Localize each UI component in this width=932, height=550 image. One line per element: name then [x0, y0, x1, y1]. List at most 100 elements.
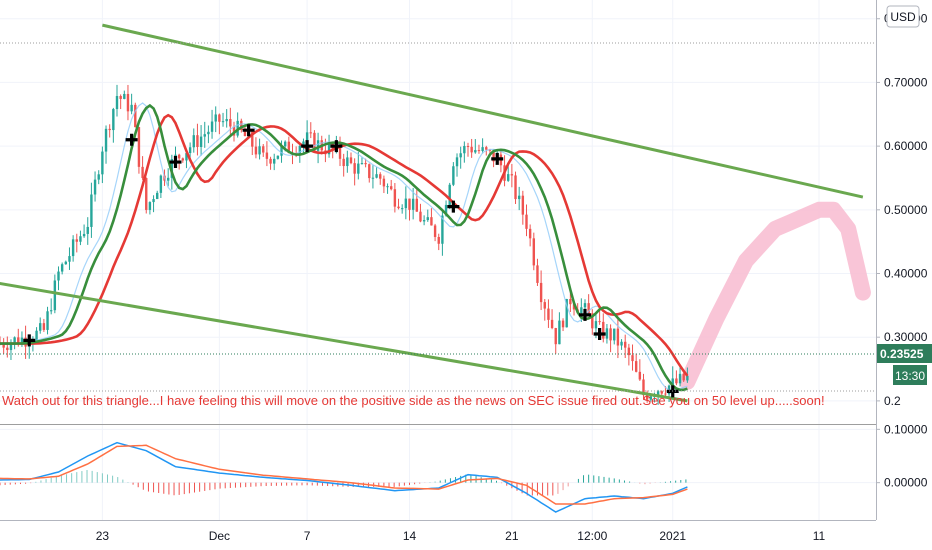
candle-up: [400, 208, 404, 210]
candle-down: [550, 319, 554, 329]
candle-down: [262, 146, 265, 153]
candle-up: [60, 264, 64, 272]
candle-down: [488, 149, 492, 151]
candle-down: [591, 313, 594, 329]
candle-down: [642, 379, 645, 396]
candle-up: [346, 157, 349, 167]
candle-down: [6, 347, 9, 351]
candle-up: [276, 155, 280, 159]
candle-down: [437, 236, 440, 244]
macd-pane[interactable]: [0, 441, 688, 513]
candle-up: [53, 280, 57, 311]
last-price-tag: [877, 344, 932, 363]
candle-down: [137, 127, 141, 167]
candle-up: [112, 109, 115, 131]
candle-down: [536, 265, 539, 283]
price-pane[interactable]: Watch out for this triangle...I have fee…: [0, 23, 876, 408]
candle-down: [2, 343, 5, 348]
candle-up: [656, 391, 660, 397]
candle-up: [441, 215, 444, 244]
candle-down: [108, 128, 111, 131]
candle-up: [558, 320, 561, 345]
candle-down: [569, 299, 572, 305]
candle-down: [561, 320, 565, 328]
candle-down: [609, 328, 612, 341]
last-price-value: 0.23525: [880, 347, 924, 361]
candle-down: [269, 158, 272, 164]
candle-down: [42, 323, 46, 330]
candle-down: [572, 304, 576, 310]
candle-up: [620, 341, 623, 346]
candle-down: [433, 225, 437, 237]
macd-line: [0, 441, 688, 513]
time-axis[interactable]: 23 Dec 7 14 21 12:00 2021 11: [96, 529, 826, 543]
candle-up: [199, 136, 203, 148]
candle-up: [455, 157, 459, 167]
candle-down: [353, 163, 356, 174]
candle-up: [448, 184, 451, 205]
signal-line: [0, 444, 688, 505]
candle-down: [660, 391, 663, 394]
moving-averages: [0, 102, 689, 392]
trendlines[interactable]: [0, 23, 864, 403]
candle-down: [313, 132, 316, 151]
candle-up: [68, 256, 71, 262]
candle-down: [547, 308, 550, 320]
upper-trendline[interactable]: [102, 23, 864, 199]
candle-up: [159, 175, 163, 193]
projection-curve: [679, 201, 871, 390]
cross-marker: [125, 133, 138, 146]
candle-up: [507, 174, 510, 181]
candle-down: [75, 239, 78, 242]
candle-down: [466, 146, 470, 148]
candle-up: [316, 140, 320, 151]
candle-up: [305, 132, 309, 142]
candle-down: [240, 120, 243, 131]
candle-up: [671, 378, 674, 386]
time-tick-label: 21: [505, 529, 519, 543]
candle-up: [152, 199, 155, 203]
projection-path: [679, 201, 871, 390]
candle-down: [514, 175, 517, 200]
candle-down: [645, 395, 649, 400]
cross-marker: [169, 156, 182, 169]
candle-up: [9, 342, 13, 351]
candle-up: [686, 375, 689, 381]
candle-down: [634, 361, 638, 372]
lower-trendline[interactable]: [0, 274, 688, 403]
candle-up: [404, 198, 408, 209]
candle-down: [364, 163, 367, 165]
price-tick-label: 0.40000: [884, 267, 928, 281]
candle-down: [265, 152, 269, 159]
candle-up: [166, 177, 170, 181]
candle-up: [39, 323, 42, 331]
candle-down: [510, 174, 514, 176]
candle-down: [554, 328, 557, 345]
candle-down: [126, 93, 130, 112]
currency-badge[interactable]: [886, 5, 920, 28]
candle-up: [649, 396, 653, 400]
candle-down: [631, 355, 634, 362]
candle-down: [229, 119, 232, 127]
candle-up: [156, 192, 159, 200]
cross-marker: [330, 140, 343, 153]
time-tick-label: 2021: [659, 529, 686, 543]
macd-axis[interactable]: 0.10000 0.00000: [876, 422, 928, 490]
candle-up: [298, 145, 302, 154]
candle-up: [90, 194, 93, 227]
candle-down: [408, 198, 411, 210]
candle-up: [115, 96, 119, 110]
candle-down: [430, 217, 433, 226]
candle-down: [616, 328, 620, 346]
candle-up: [426, 217, 429, 221]
candle-up: [71, 239, 75, 257]
time-tick-label: 23: [96, 529, 110, 543]
candle-down: [134, 104, 137, 128]
candle-up: [411, 198, 415, 210]
candle-up: [357, 163, 360, 174]
candle-up: [283, 141, 287, 147]
candle-down: [349, 157, 353, 164]
candle-up: [210, 121, 214, 132]
candle-up: [678, 373, 682, 384]
